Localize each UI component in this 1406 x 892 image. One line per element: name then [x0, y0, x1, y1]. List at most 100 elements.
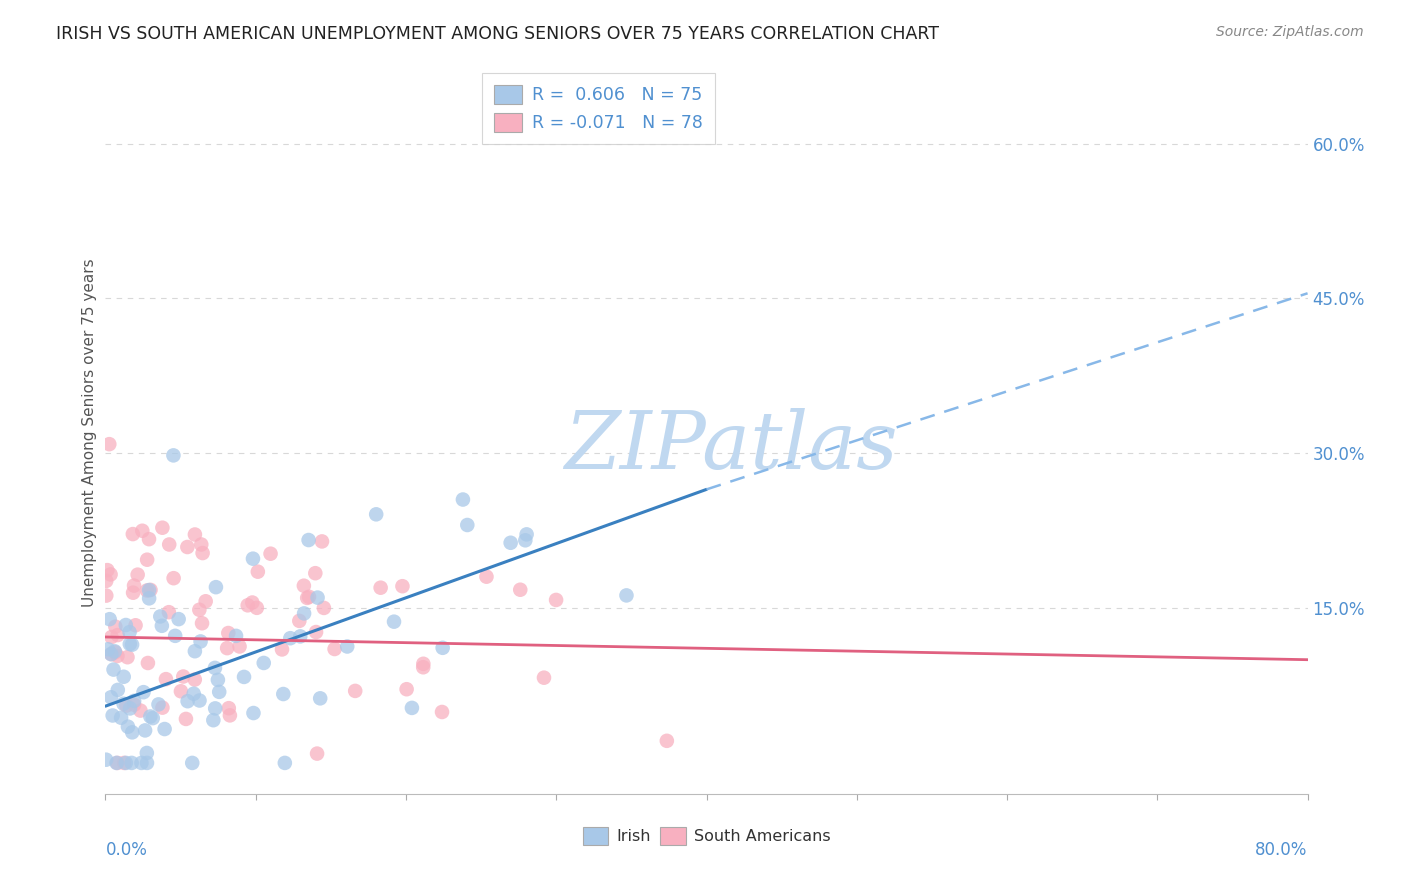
Point: [184, 527, 207, 541]
Point: [100, 567, 122, 582]
Point: [616, 588, 638, 602]
Point: [311, 534, 333, 549]
Point: [122, 578, 145, 592]
Point: [246, 600, 269, 615]
Point: [202, 713, 225, 727]
Point: [118, 701, 141, 715]
Point: [194, 594, 217, 608]
Point: [217, 626, 239, 640]
Point: [228, 640, 250, 654]
Point: [515, 533, 537, 548]
Point: [152, 700, 174, 714]
Point: [395, 682, 418, 697]
Point: [112, 697, 135, 711]
Point: [115, 698, 138, 713]
Point: [188, 603, 211, 617]
Point: [233, 670, 256, 684]
Point: [94, 753, 117, 767]
Point: [121, 527, 143, 541]
Point: [142, 711, 165, 725]
Point: [118, 625, 141, 640]
Point: [157, 537, 180, 551]
Point: [274, 756, 297, 770]
Point: [97, 642, 120, 657]
Text: 80.0%: 80.0%: [1256, 841, 1308, 859]
Point: [516, 527, 538, 541]
Text: ZIPatlas: ZIPatlas: [564, 409, 897, 486]
Point: [107, 682, 129, 697]
Point: [167, 612, 190, 626]
Legend: Irish, South Americans: Irish, South Americans: [576, 821, 837, 851]
Point: [430, 705, 453, 719]
Point: [336, 640, 359, 654]
Point: [242, 551, 264, 566]
Point: [131, 524, 153, 538]
Point: [499, 535, 522, 549]
Point: [217, 641, 239, 656]
Point: [135, 746, 157, 760]
Point: [122, 585, 145, 599]
Point: [100, 647, 122, 661]
Point: [176, 540, 198, 554]
Point: [323, 642, 346, 657]
Point: [204, 661, 226, 675]
Point: [104, 645, 127, 659]
Point: [105, 756, 128, 770]
Point: [138, 591, 160, 606]
Point: [139, 709, 162, 723]
Point: [136, 756, 159, 770]
Point: [191, 616, 214, 631]
Point: [121, 725, 143, 739]
Point: [533, 671, 555, 685]
Point: [162, 571, 184, 585]
Point: [246, 565, 269, 579]
Point: [100, 647, 122, 661]
Point: [162, 449, 184, 463]
Point: [107, 628, 129, 642]
Point: [176, 694, 198, 708]
Text: 0.0%: 0.0%: [105, 841, 148, 859]
Point: [121, 638, 143, 652]
Point: [181, 756, 204, 770]
Point: [366, 508, 388, 522]
Point: [121, 756, 143, 770]
Point: [509, 582, 531, 597]
Point: [127, 567, 149, 582]
Point: [382, 615, 405, 629]
Point: [104, 644, 127, 658]
Point: [117, 650, 139, 665]
Point: [124, 618, 146, 632]
Point: [112, 756, 135, 770]
Point: [150, 619, 173, 633]
Point: [204, 701, 226, 715]
Point: [184, 673, 207, 687]
Point: [152, 521, 174, 535]
Point: [183, 687, 205, 701]
Point: [172, 669, 194, 683]
Point: [153, 722, 176, 736]
Point: [174, 712, 197, 726]
Point: [242, 706, 264, 720]
Point: [104, 620, 127, 634]
Point: [100, 630, 122, 644]
Point: [205, 580, 228, 594]
Point: [98, 612, 121, 626]
Point: [139, 582, 162, 597]
Point: [546, 593, 568, 607]
Point: [292, 579, 315, 593]
Point: [240, 595, 263, 609]
Point: [115, 756, 138, 770]
Point: [253, 656, 276, 670]
Point: [184, 644, 207, 658]
Point: [122, 694, 145, 708]
Point: [290, 629, 312, 643]
Text: Source: ZipAtlas.com: Source: ZipAtlas.com: [1216, 25, 1364, 39]
Point: [107, 648, 129, 663]
Point: [136, 552, 159, 566]
Point: [98, 437, 121, 451]
Point: [136, 656, 159, 670]
Point: [236, 599, 259, 613]
Point: [208, 685, 231, 699]
Point: [304, 566, 326, 581]
Point: [295, 591, 318, 605]
